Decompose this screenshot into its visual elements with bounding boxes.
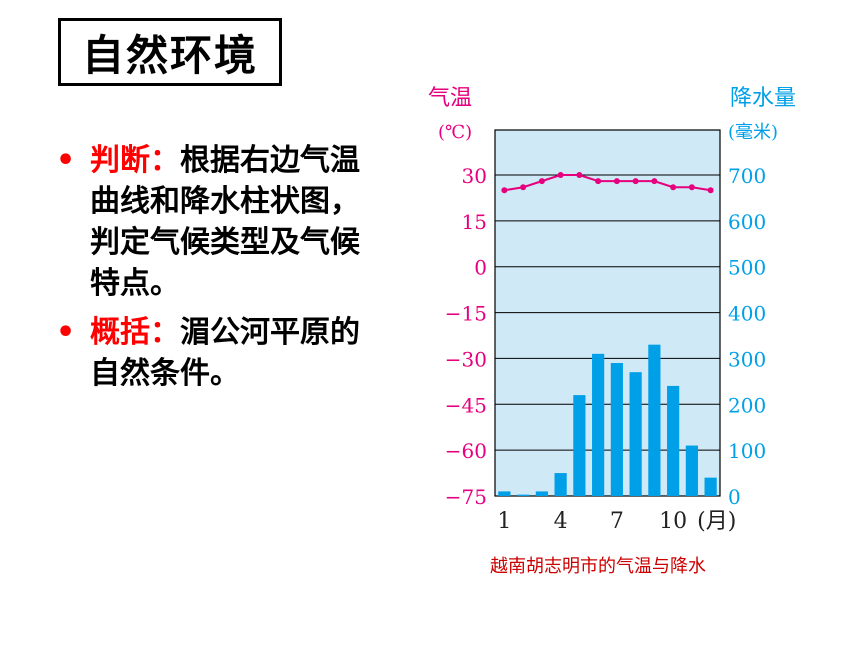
temp-point	[576, 172, 583, 178]
temp-tick-label: −75	[445, 485, 487, 509]
bullet-keyword: 概括：	[90, 315, 180, 350]
precip-bar	[592, 353, 605, 496]
precip-bar	[498, 491, 511, 496]
temp-point	[520, 184, 527, 191]
precip-bar	[648, 344, 661, 496]
precip-bar	[685, 445, 698, 496]
bullet-dot: •	[56, 143, 76, 178]
slide-title-box: 自然环境	[58, 18, 282, 86]
month-tick-label: 10	[659, 509, 687, 534]
temp-tick-label: 0	[474, 256, 487, 280]
chart-caption: 越南胡志明市的气温与降水	[490, 556, 706, 577]
precip-tick-label: 500	[728, 256, 766, 280]
precip-tick-label: 600	[728, 210, 766, 234]
precip-bar	[573, 395, 586, 496]
temp-tick-label: −45	[445, 393, 487, 417]
precip-bar	[535, 491, 548, 496]
climate-chart: 30 15 0 −15 −30 −45 −60 −75 700 600 500 400 300 200 10…	[400, 70, 860, 610]
bullet-list: • 判断：根据右边气温曲线和降水柱状图，判定气候类型及气候特点。 • 概括：湄公…	[56, 140, 386, 402]
temp-point	[651, 178, 658, 185]
precip-tick-label: 200	[728, 393, 766, 417]
month-tick-label: 7	[610, 509, 624, 534]
precip-tick-label: 100	[728, 439, 766, 463]
temp-tick-label: −15	[445, 302, 487, 326]
precip-bar	[554, 473, 567, 496]
temp-point	[557, 172, 564, 178]
temp-line	[504, 174, 711, 192]
climate-chart-svg: 30150−15−30−45−60−7570060050040030020010…	[428, 86, 796, 534]
bullet-summarize: • 概括：湄公河平原的自然条件。	[56, 312, 386, 394]
precip-bar	[517, 494, 530, 496]
temp-point	[538, 178, 545, 185]
precip-tick-label: 0	[728, 485, 741, 509]
precip-bar	[610, 363, 623, 496]
bullet-text: 湄公河平原的自然条件。	[90, 315, 360, 391]
temp-point	[707, 187, 714, 194]
temp-tick-label: −60	[445, 439, 487, 463]
precip-tick-label: 300	[728, 347, 766, 371]
temp-tick-label: 30	[462, 164, 487, 188]
temp-point	[501, 187, 508, 194]
bullet-dot: •	[56, 315, 76, 350]
temp-tick-label: 15	[462, 210, 487, 234]
temp-axis-unit: (℃)	[438, 122, 472, 143]
bullet-text: 根据右边气温曲线和降水柱状图，判定气候类型及气候特点。	[90, 143, 360, 301]
month-tick-label: 1	[497, 509, 511, 534]
month-tick-label: 4	[554, 509, 568, 534]
precip-bar	[704, 477, 717, 496]
month-unit-label: (月)	[697, 509, 736, 534]
precip-tick-label: 700	[728, 164, 766, 188]
slide-title: 自然环境	[81, 30, 258, 80]
temp-point	[632, 178, 639, 185]
temp-tick-label: −30	[445, 347, 487, 371]
precip-axis-title: 降水量	[730, 86, 796, 111]
precip-axis-unit: (毫米)	[728, 122, 778, 143]
temp-axis-title: 气温	[428, 86, 472, 111]
temp-point	[613, 178, 620, 185]
precip-bar	[667, 385, 680, 496]
precip-bar	[629, 372, 642, 496]
temp-point	[670, 184, 677, 191]
temp-point	[595, 178, 602, 185]
precip-tick-label: 400	[728, 302, 766, 326]
bullet-keyword: 判断：	[90, 143, 180, 178]
bullet-judge: • 判断：根据右边气温曲线和降水柱状图，判定气候类型及气候特点。	[56, 140, 386, 304]
temp-point	[688, 184, 695, 191]
